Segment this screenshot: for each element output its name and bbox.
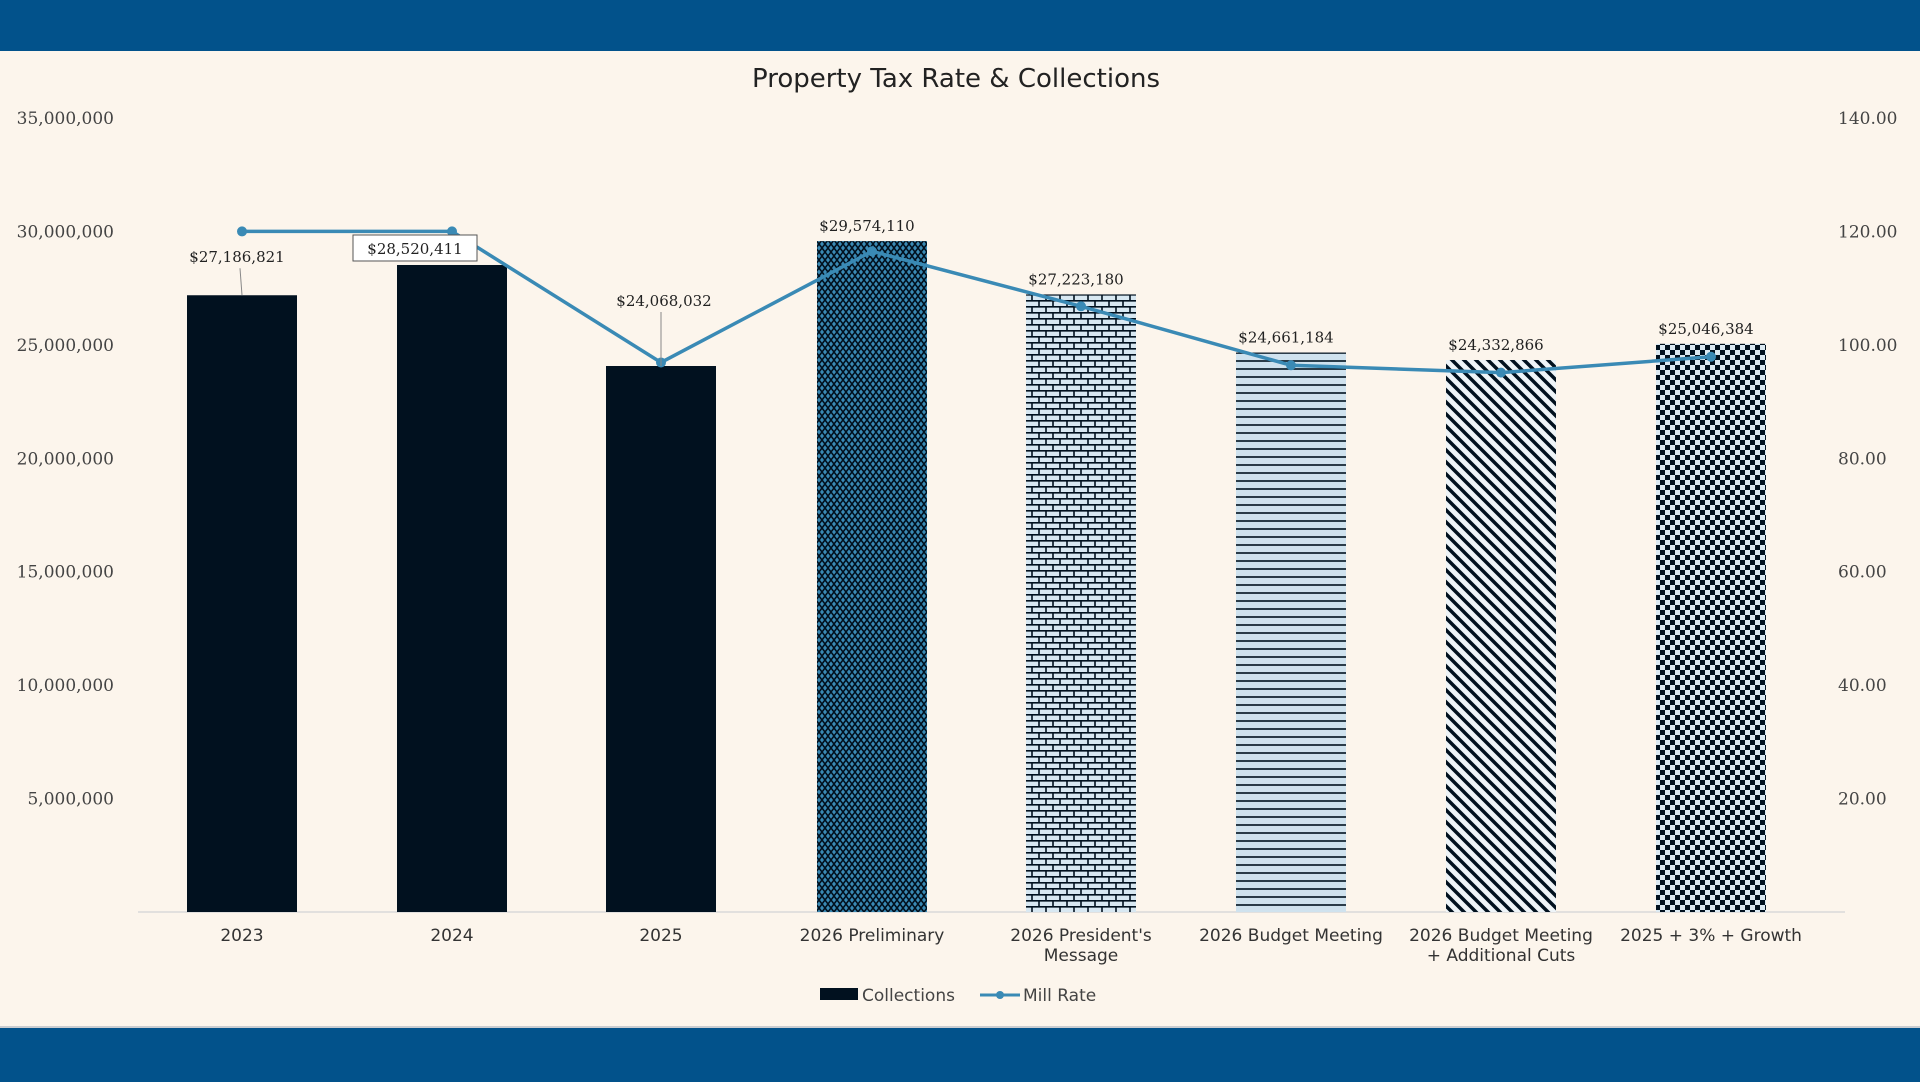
bar-collections (1236, 352, 1346, 912)
right-tick-label: 80.00 (1838, 449, 1887, 469)
left-tick-label: 30,000,000 (17, 222, 114, 242)
bar-collections (1656, 343, 1766, 912)
data-label-box (352, 234, 478, 262)
category-label: 2025 (639, 926, 682, 946)
category-label: 2026 Budget Meeting + Additional Cuts (1409, 926, 1593, 966)
category-label: 2026 President's Message (1010, 926, 1152, 966)
bar-collections (1026, 294, 1136, 912)
leader-line (239, 268, 243, 296)
mill-rate-point (1286, 360, 1296, 371)
bar-collections (397, 264, 507, 912)
category-label: 2024 (430, 926, 473, 946)
left-tick-label: 5,000,000 (27, 790, 114, 810)
left-tick-label: 35,000,000 (17, 109, 114, 129)
data-label-collections: $24,332,866 (1448, 336, 1543, 354)
bar-collections (606, 365, 716, 912)
bar-collections (817, 241, 927, 912)
chart-title: Property Tax Rate & Collections (752, 64, 1160, 94)
data-label-collections: $24,068,032 (616, 292, 711, 310)
mill-rate-line (242, 229, 1712, 375)
data-label-collections: $25,046,384 (1658, 320, 1753, 338)
top-band (0, 0, 1920, 51)
right-tick-label: 40.00 (1838, 676, 1887, 696)
category-label: 2026 Preliminary (800, 926, 945, 946)
data-label-collections: $27,186,821 (189, 248, 284, 266)
right-tick-label: 100.00 (1838, 336, 1897, 356)
legend: Collections Mill Rate (820, 986, 1096, 1006)
data-label-collections: $28,520,411 (367, 240, 462, 258)
left-tick-label: 15,000,000 (17, 563, 114, 583)
bottom-band (0, 1026, 1920, 1082)
right-tick-label: 60.00 (1838, 563, 1887, 583)
data-label-collections: $29,574,110 (819, 217, 914, 235)
mill-rate-point (237, 226, 247, 237)
legend-label-mill-rate: Mill Rate (1023, 986, 1096, 1006)
legend-marker-mill-rate (996, 991, 1004, 999)
bar-collections (1446, 359, 1556, 912)
right-tick-label: 140.00 (1838, 109, 1897, 129)
left-tick-label: 20,000,000 (17, 449, 114, 469)
left-tick-label: 10,000,000 (17, 676, 114, 696)
right-tick-label: 120.00 (1838, 222, 1897, 242)
right-tick-label: 20.00 (1838, 790, 1887, 810)
bar-collections (187, 295, 297, 912)
mill-rate-point (1076, 301, 1086, 312)
mill-rate-point (447, 226, 457, 237)
mill-rate-point (1706, 351, 1716, 362)
mill-rate-point (1496, 367, 1506, 378)
left-tick-label: 25,000,000 (17, 336, 114, 356)
legend-swatch-collections (820, 988, 858, 1000)
category-label: 2023 (220, 926, 263, 946)
legend-label-collections: Collections (862, 986, 955, 1006)
data-label-collections: $27,223,180 (1028, 270, 1123, 288)
category-label: 2025 + 3% + Growth (1620, 926, 1802, 946)
mill-rate-point (867, 246, 877, 257)
data-label-collections: $24,661,184 (1238, 329, 1333, 347)
category-label: 2026 Budget Meeting (1199, 926, 1383, 946)
